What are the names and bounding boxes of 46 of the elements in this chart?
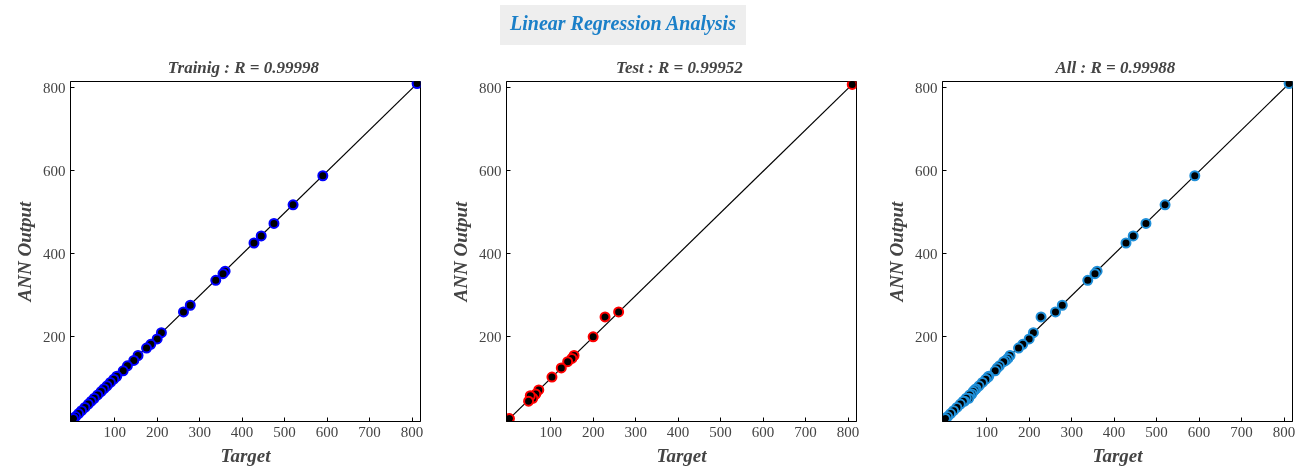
x-tick-label: 700 [1230,423,1253,440]
x-tick-label: 300 [188,423,211,440]
x-tick-label: 500 [273,423,296,440]
chart-title: Test : R = 0.99952 [616,57,744,77]
chart-title: All : R = 0.99988 [1054,57,1176,77]
text: Linear Regression Analysis [510,11,736,37]
x-axis-title: Target [1092,444,1144,466]
x-tick-label: 700 [794,423,817,440]
x-tick-label: 500 [709,423,732,440]
y-axis-title: ANN Output [450,200,471,303]
x-tick-label: 200 [581,423,605,440]
y-axis-title: ANN Output [14,200,35,303]
x-tick-label: 400 [666,423,690,440]
y-tick-label: 400 [915,245,938,262]
x-tick-label: 400 [1102,423,1126,440]
x-axis-title: Target [656,444,708,466]
y-tick-label: 600 [915,162,938,179]
x-tick-label: 800 [400,423,424,440]
x-tick-label: 800 [1272,423,1296,440]
x-tick-label: 400 [230,423,254,440]
chart-title: Trainig : R = 0.99998 [167,57,320,77]
y-tick-label: 800 [915,79,938,96]
x-tick-label: 300 [1060,423,1083,440]
x-tick-label: 500 [1145,423,1168,440]
x-tick-label: 100 [975,423,998,440]
y-tick-label: 800 [43,79,66,96]
x-tick-label: 600 [315,423,339,440]
y-tick-label: 400 [43,245,66,262]
x-tick-label: 100 [539,423,562,440]
y-axis-title: ANN Output [886,200,907,303]
x-tick-label: 700 [358,423,381,440]
y-tick-label: 200 [915,328,938,345]
x-tick-label: 800 [836,423,860,440]
y-tick-label: 600 [479,162,502,179]
x-tick-label: 100 [103,423,126,440]
y-tick-label: 200 [479,328,502,345]
x-tick-label: 600 [751,423,775,440]
x-tick-label: 200 [1017,423,1041,440]
y-tick-label: 800 [479,79,502,96]
x-tick-label: 600 [1187,423,1211,440]
y-tick-label: 200 [43,328,66,345]
x-tick-label: 200 [145,423,169,440]
y-tick-label: 400 [479,245,502,262]
y-tick-label: 600 [43,162,66,179]
x-axis-title: Target [220,444,272,466]
x-tick-label: 300 [624,423,647,440]
